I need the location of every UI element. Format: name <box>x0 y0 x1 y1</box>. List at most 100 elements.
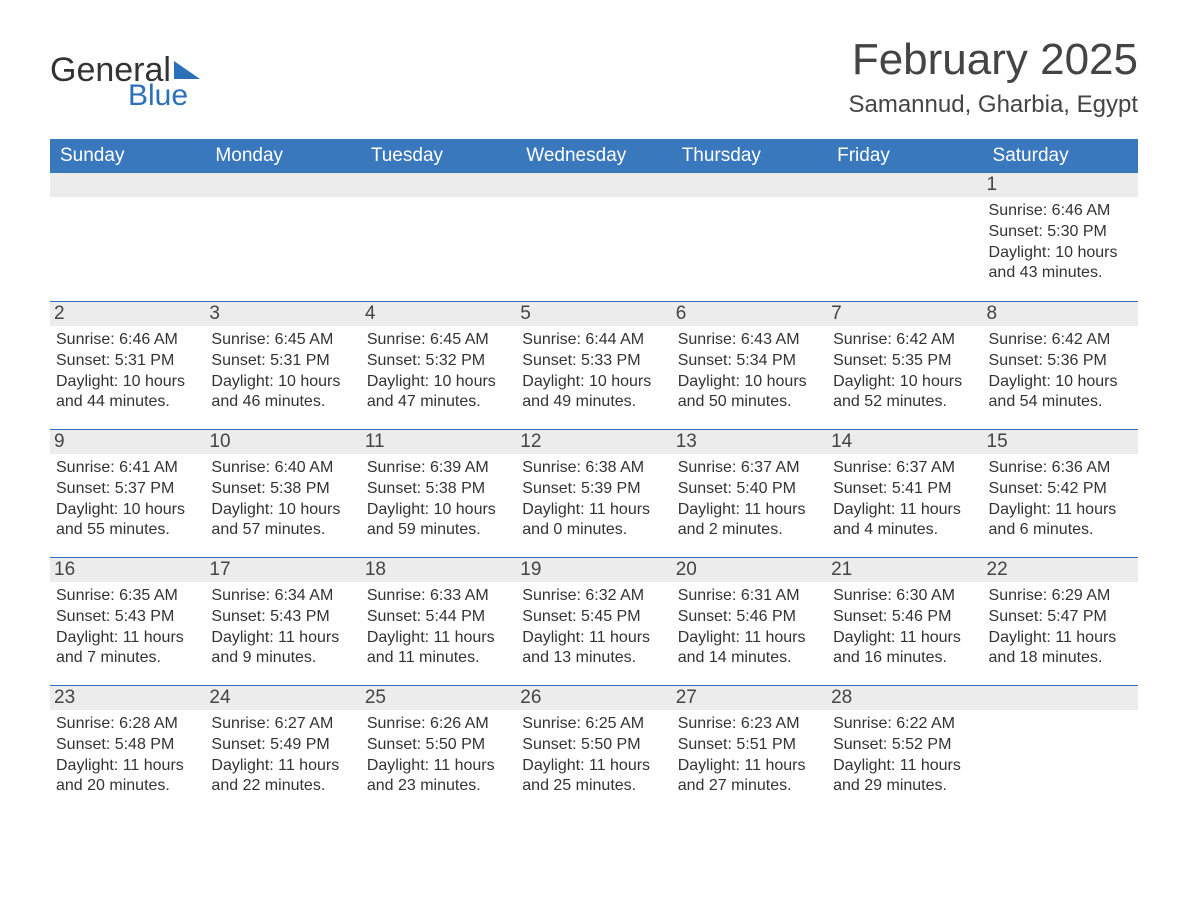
day-daylight2: and 7 minutes. <box>56 648 199 669</box>
day-sunrise: Sunrise: 6:26 AM <box>367 714 510 735</box>
day-number <box>827 173 982 197</box>
day-number: 20 <box>672 558 827 582</box>
calendar-day-cell <box>50 173 205 301</box>
calendar-day-cell: 27Sunrise: 6:23 AMSunset: 5:51 PMDayligh… <box>672 686 827 813</box>
day-sunrise: Sunrise: 6:31 AM <box>678 586 821 607</box>
day-daylight2: and 29 minutes. <box>833 776 976 797</box>
day-daylight1: Daylight: 10 hours <box>367 500 510 521</box>
day-sunset: Sunset: 5:30 PM <box>989 222 1132 243</box>
day-sunset: Sunset: 5:31 PM <box>211 351 354 372</box>
day-daylight1: Daylight: 11 hours <box>211 628 354 649</box>
day-daylight2: and 44 minutes. <box>56 392 199 413</box>
day-sunset: Sunset: 5:35 PM <box>833 351 976 372</box>
day-sunrise: Sunrise: 6:33 AM <box>367 586 510 607</box>
day-sunset: Sunset: 5:48 PM <box>56 735 199 756</box>
day-daylight2: and 46 minutes. <box>211 392 354 413</box>
day-number: 26 <box>516 686 671 710</box>
day-sunset: Sunset: 5:44 PM <box>367 607 510 628</box>
logo-word-blue: Blue <box>128 81 200 111</box>
day-sunrise: Sunrise: 6:38 AM <box>522 458 665 479</box>
day-sunset: Sunset: 5:39 PM <box>522 479 665 500</box>
day-number: 22 <box>983 558 1138 582</box>
day-daylight1: Daylight: 11 hours <box>989 500 1132 521</box>
calendar-day-cell <box>983 686 1138 813</box>
calendar-week-row: 23Sunrise: 6:28 AMSunset: 5:48 PMDayligh… <box>50 685 1138 813</box>
calendar-day-cell: 4Sunrise: 6:45 AMSunset: 5:32 PMDaylight… <box>361 302 516 429</box>
calendar-day-cell: 26Sunrise: 6:25 AMSunset: 5:50 PMDayligh… <box>516 686 671 813</box>
weekday-header: Monday <box>205 139 360 173</box>
calendar-day-cell: 13Sunrise: 6:37 AMSunset: 5:40 PMDayligh… <box>672 430 827 557</box>
calendar-day-cell: 9Sunrise: 6:41 AMSunset: 5:37 PMDaylight… <box>50 430 205 557</box>
day-number: 7 <box>827 302 982 326</box>
day-sunrise: Sunrise: 6:28 AM <box>56 714 199 735</box>
day-sunset: Sunset: 5:42 PM <box>989 479 1132 500</box>
day-sunrise: Sunrise: 6:46 AM <box>989 201 1132 222</box>
day-daylight2: and 25 minutes. <box>522 776 665 797</box>
calendar-week-row: 1Sunrise: 6:46 AMSunset: 5:30 PMDaylight… <box>50 173 1138 301</box>
day-daylight2: and 9 minutes. <box>211 648 354 669</box>
day-sunset: Sunset: 5:43 PM <box>211 607 354 628</box>
day-number <box>361 173 516 197</box>
day-daylight2: and 11 minutes. <box>367 648 510 669</box>
day-sunrise: Sunrise: 6:27 AM <box>211 714 354 735</box>
day-sunrise: Sunrise: 6:42 AM <box>989 330 1132 351</box>
day-sunset: Sunset: 5:50 PM <box>367 735 510 756</box>
day-sunrise: Sunrise: 6:34 AM <box>211 586 354 607</box>
day-daylight1: Daylight: 11 hours <box>833 628 976 649</box>
calendar-day-cell: 28Sunrise: 6:22 AMSunset: 5:52 PMDayligh… <box>827 686 982 813</box>
day-daylight1: Daylight: 10 hours <box>678 372 821 393</box>
day-number: 24 <box>205 686 360 710</box>
day-number: 2 <box>50 302 205 326</box>
calendar-day-cell: 25Sunrise: 6:26 AMSunset: 5:50 PMDayligh… <box>361 686 516 813</box>
calendar-day-cell: 21 Sunrise: 6:30 AMSunset: 5:46 PMDayligh… <box>827 558 982 685</box>
calendar-day-cell: 11Sunrise: 6:39 AMSunset: 5:38 PMDayligh… <box>361 430 516 557</box>
day-sunrise: Sunrise: 6:30 AM <box>833 586 976 607</box>
weekday-header: Friday <box>827 139 982 173</box>
day-daylight1: Daylight: 11 hours <box>833 756 976 777</box>
day-daylight2: and 47 minutes. <box>367 392 510 413</box>
calendar-day-cell <box>516 173 671 301</box>
day-daylight2: and 0 minutes. <box>522 520 665 541</box>
day-number: 15 <box>983 430 1138 454</box>
day-number: 21 <box>827 558 982 582</box>
calendar-week-row: 2Sunrise: 6:46 AMSunset: 5:31 PMDaylight… <box>50 301 1138 429</box>
day-number: 16 <box>50 558 205 582</box>
day-sunset: Sunset: 5:36 PM <box>989 351 1132 372</box>
day-number: 17 <box>205 558 360 582</box>
calendar-day-cell <box>205 173 360 301</box>
day-daylight1: Daylight: 11 hours <box>211 756 354 777</box>
day-sunrise: Sunrise: 6:35 AM <box>56 586 199 607</box>
day-number: 9 <box>50 430 205 454</box>
day-number: 1 <box>983 173 1138 197</box>
day-daylight1: Daylight: 11 hours <box>678 628 821 649</box>
calendar-day-cell: 14Sunrise: 6:37 AMSunset: 5:41 PMDayligh… <box>827 430 982 557</box>
calendar-day-cell: 10Sunrise: 6:40 AMSunset: 5:38 PMDayligh… <box>205 430 360 557</box>
day-sunrise: Sunrise: 6:25 AM <box>522 714 665 735</box>
day-sunset: Sunset: 5:51 PM <box>678 735 821 756</box>
day-sunrise: Sunrise: 6:36 AM <box>989 458 1132 479</box>
day-daylight1: Daylight: 10 hours <box>522 372 665 393</box>
day-daylight2: and 14 minutes. <box>678 648 821 669</box>
day-number: 13 <box>672 430 827 454</box>
day-daylight1: Daylight: 11 hours <box>989 628 1132 649</box>
day-daylight2: and 49 minutes. <box>522 392 665 413</box>
day-daylight2: and 54 minutes. <box>989 392 1132 413</box>
calendar-day-cell: 2Sunrise: 6:46 AMSunset: 5:31 PMDaylight… <box>50 302 205 429</box>
day-sunrise: Sunrise: 6:45 AM <box>367 330 510 351</box>
calendar-week-row: 9Sunrise: 6:41 AMSunset: 5:37 PMDaylight… <box>50 429 1138 557</box>
calendar-day-cell <box>361 173 516 301</box>
day-number: 11 <box>361 430 516 454</box>
day-sunset: Sunset: 5:32 PM <box>367 351 510 372</box>
day-sunset: Sunset: 5:37 PM <box>56 479 199 500</box>
day-daylight2: and 2 minutes. <box>678 520 821 541</box>
day-sunset: Sunset: 5:46 PM <box>833 607 976 628</box>
day-sunrise: Sunrise: 6:39 AM <box>367 458 510 479</box>
day-number: 28 <box>827 686 982 710</box>
day-number: 18 <box>361 558 516 582</box>
calendar-day-cell: 22Sunrise: 6:29 AMSunset: 5:47 PMDayligh… <box>983 558 1138 685</box>
day-sunrise: Sunrise: 6:23 AM <box>678 714 821 735</box>
day-number: 6 <box>672 302 827 326</box>
weekday-header: Tuesday <box>361 139 516 173</box>
calendar-day-cell <box>827 173 982 301</box>
day-sunset: Sunset: 5:43 PM <box>56 607 199 628</box>
